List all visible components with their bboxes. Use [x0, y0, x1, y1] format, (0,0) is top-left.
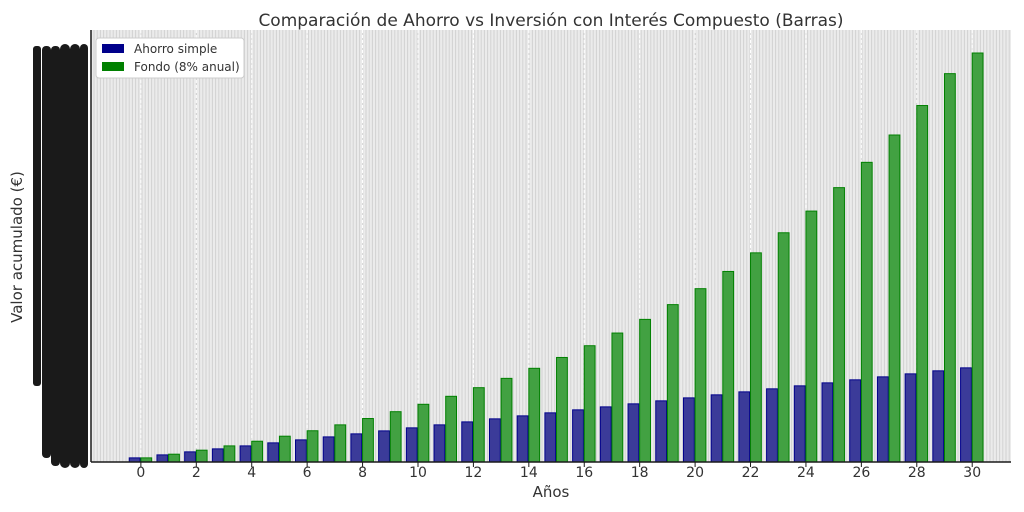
bar-fondo-year-28	[916, 105, 929, 463]
bar-ahorro-simple-year-19	[655, 400, 668, 463]
bar-fondo-year-30	[971, 52, 984, 463]
x-ticks: 0 2 4 6 8 10 12 14 16 18 20 22 24 26 28 30	[136, 462, 981, 481]
bar-fondo-year-19	[666, 304, 679, 463]
bar-fondo-year-17	[611, 332, 624, 463]
bar-fondo-year-9	[389, 411, 402, 463]
bar-ahorro-simple-year-30	[960, 367, 972, 463]
bar-ahorro-simple-year-24	[793, 385, 806, 463]
bar-fondo-year-18	[639, 318, 651, 463]
bar-fondo-year-26	[860, 161, 873, 463]
bar-fondo-year-7	[334, 424, 347, 463]
bar-ahorro-simple-year-25	[821, 382, 834, 463]
x-tick-label: 28	[908, 465, 926, 481]
bar-fondo-year-29	[943, 73, 956, 463]
bar-fondo-year-15	[556, 356, 568, 463]
bar-ahorro-simple-year-20	[682, 397, 695, 463]
x-tick-label: 18	[631, 465, 649, 481]
y-tick-labels-overprinted	[33, 44, 88, 468]
legend-swatch-ahorro-simple	[102, 44, 124, 53]
bar-fondo-year-4	[251, 440, 264, 463]
bar-ahorro-simple-year-22	[738, 391, 751, 463]
x-tick-label: 10	[409, 465, 427, 481]
bar-ahorro-simple-year-29	[932, 370, 945, 463]
bar-ahorro-simple-year-7	[322, 436, 335, 463]
bar-fondo-year-23	[777, 232, 790, 463]
bar-ahorro-simple-year-6	[295, 439, 307, 463]
bar-ahorro-simple-year-11	[433, 424, 446, 463]
bar-ahorro-simple-year-10	[405, 427, 418, 463]
bar-ahorro-simple-year-17	[599, 406, 612, 463]
bar-fondo-year-25	[833, 187, 845, 463]
bar-ahorro-simple-year-2	[184, 451, 196, 463]
bar-ahorro-simple-year-5	[267, 442, 280, 463]
bar-ahorro-simple-year-27	[876, 376, 889, 463]
bar-ahorro-simple-year-4	[239, 445, 252, 463]
x-tick-label: 0	[136, 465, 145, 481]
chart-title: Comparación de Ahorro vs Inversión con I…	[258, 11, 843, 31]
bar-ahorro-simple-year-26	[849, 379, 862, 463]
bar-fondo-year-5	[278, 435, 291, 463]
bar-fondo-year-2	[195, 449, 208, 463]
x-tick-label: 14	[520, 465, 538, 481]
bar-ahorro-simple-year-9	[378, 430, 390, 463]
bar-fondo-year-8	[362, 418, 374, 463]
bar-ahorro-simple-year-8	[350, 433, 363, 463]
legend-label-ahorro-simple: Ahorro simple	[134, 42, 217, 56]
bar-fondo-year-10	[417, 403, 430, 463]
x-tick-label: 16	[575, 465, 593, 481]
legend-box	[95, 37, 245, 79]
bar-fondo-year-27	[888, 134, 901, 463]
grid	[91, 30, 1011, 462]
bar-ahorro-simple-year-3	[211, 448, 224, 463]
y-axis-label: Valor acumulado (€)	[8, 171, 26, 323]
bar-ahorro-simple-year-13	[488, 418, 501, 463]
bar-fondo-year-6	[306, 430, 319, 463]
bar-ahorro-simple-year-14	[516, 415, 529, 463]
plot-background	[91, 30, 1011, 462]
bar-fondo-year-1	[168, 453, 180, 463]
x-tick-label: 30	[963, 465, 981, 481]
x-tick-label: 12	[464, 465, 482, 481]
bar-fondo-year-12	[472, 387, 485, 463]
x-tick-label: 20	[686, 465, 704, 481]
bar-ahorro-simple-year-1	[156, 454, 169, 463]
bar-ahorro-simple-year-28	[904, 373, 917, 463]
x-tick-label: 2	[192, 465, 201, 481]
x-axis-label: Años	[533, 483, 570, 501]
bar-ahorro-simple-year-16	[572, 409, 584, 463]
bar-fondo-year-11	[445, 395, 458, 463]
x-tick-label: 8	[358, 465, 367, 481]
bar-fondo-year-22	[750, 252, 762, 463]
bar-ahorro-simple-year-18	[627, 403, 640, 463]
bar-fondo-year-20	[694, 288, 707, 463]
bar-ahorro-simple-year-23	[766, 388, 778, 463]
x-tick-label: 22	[742, 465, 760, 481]
legend-label-fondo: Fondo (8% anual)	[134, 60, 240, 74]
bar-ahorro-simple-year-12	[461, 421, 474, 463]
bar-fondo-year-14	[528, 367, 541, 463]
bar-fondo-year-16	[583, 345, 596, 463]
bar-fondo-year-3	[223, 445, 236, 463]
x-tick-label: 4	[247, 465, 256, 481]
x-tick-label: 26	[852, 465, 870, 481]
legend: Ahorro simple Fondo (8% anual)	[95, 37, 245, 79]
x-tick-label: 24	[797, 465, 815, 481]
bars	[128, 52, 984, 463]
x-tick-label: 6	[303, 465, 312, 481]
legend-swatch-fondo	[102, 62, 124, 71]
bar-ahorro-simple-year-15	[544, 412, 557, 463]
bar-ahorro-simple-year-21	[710, 394, 723, 463]
bar-fondo-year-21	[722, 270, 735, 463]
bar-fondo-year-13	[500, 377, 513, 463]
bar-fondo-year-24	[805, 210, 818, 463]
